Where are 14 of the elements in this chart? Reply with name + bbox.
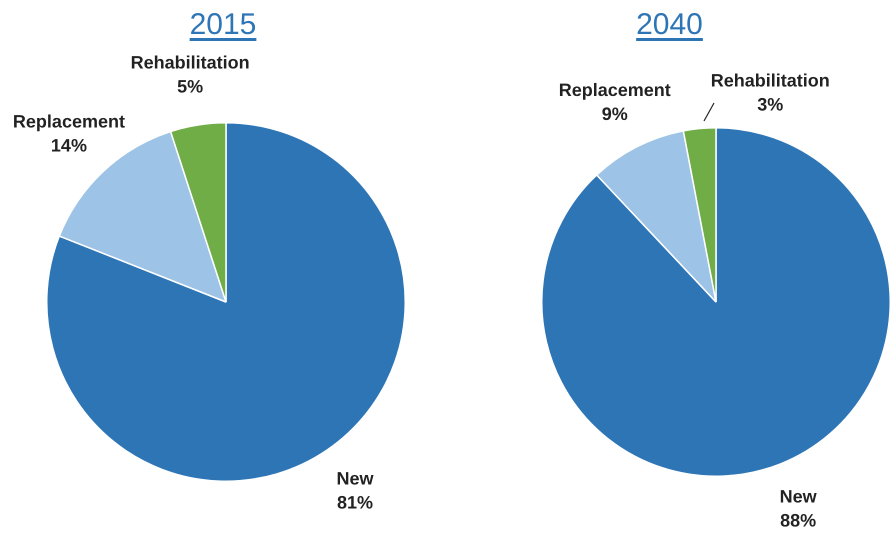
data-label: 81% — [336, 492, 373, 513]
slice-label: Rehabilitation — [710, 70, 830, 91]
chart-title: 2015 — [188, 8, 258, 42]
data-label: 88% — [780, 510, 816, 530]
data-label: 5% — [177, 76, 204, 96]
slice-label: New — [780, 486, 818, 506]
data-label: 9% — [602, 104, 628, 124]
chart-title: 2040 — [635, 8, 704, 42]
data-label: 3% — [757, 94, 784, 115]
slice-label: Replacement — [558, 80, 671, 100]
slice-label: New — [336, 468, 374, 489]
slice-label: Replacement — [12, 112, 125, 132]
data-label: 14% — [50, 136, 87, 156]
slice-label: Rehabilitation — [130, 52, 250, 72]
